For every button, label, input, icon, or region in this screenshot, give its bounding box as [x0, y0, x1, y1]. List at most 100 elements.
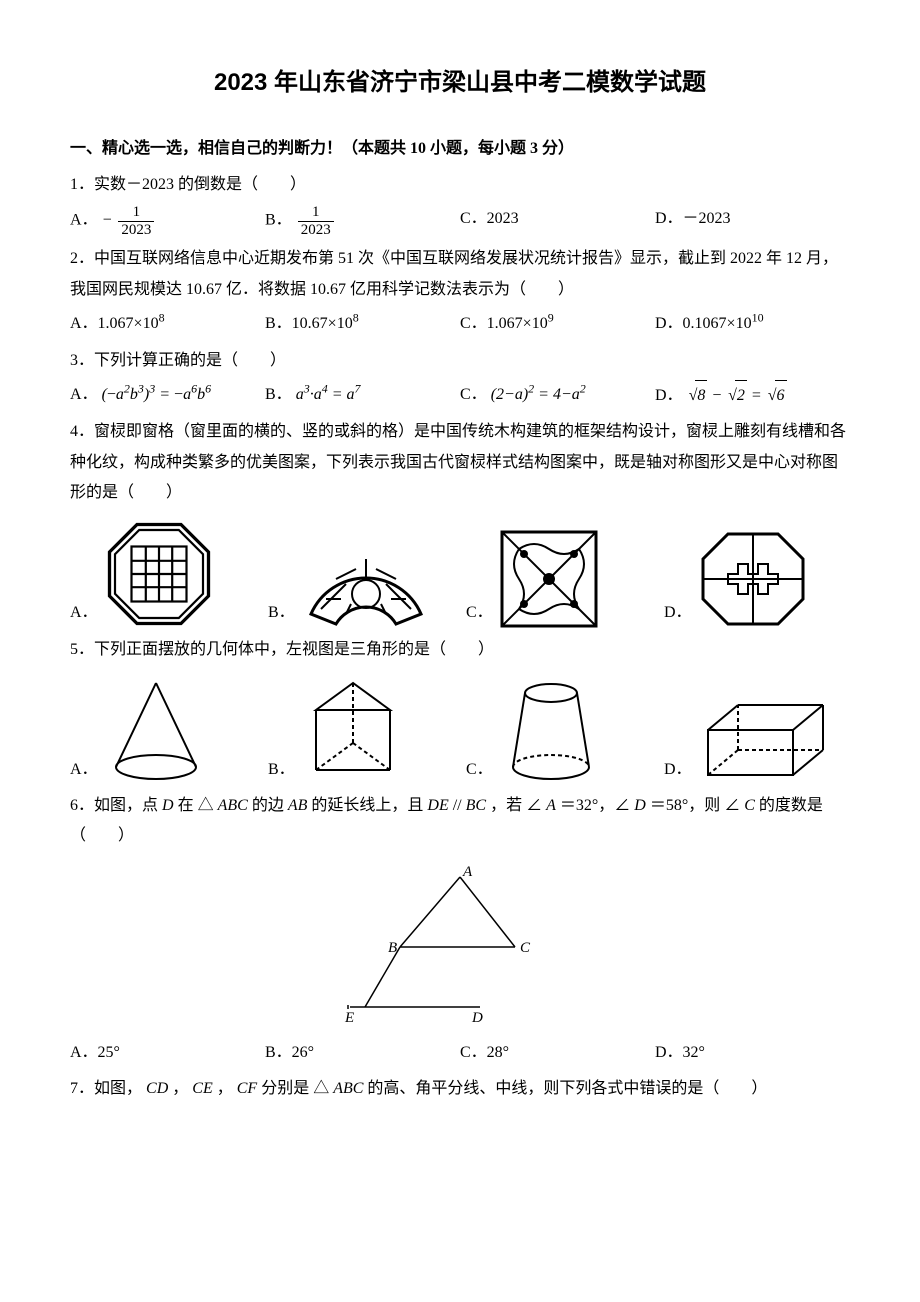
q3-b-math: a3·a4 = a7: [296, 386, 361, 403]
q7-t2: 的高、角平分线、中线，则下列各式中错误的是（ ）: [367, 1080, 767, 1097]
q4-images: A． B． C．: [70, 519, 850, 629]
q6-C: C: [744, 797, 755, 814]
q3-c-label: C．: [460, 386, 487, 403]
q2-stem: 2．中国互联网络信息中心近期发布第 51 次《中国互联网络发展状况统计报告》显示…: [70, 244, 850, 305]
q6-options: A．25° B．26° C．28° D．32°: [70, 1038, 850, 1068]
q1-options: A． − 1 2023 B． 1 2023 C．2023 D．－2023: [70, 204, 850, 238]
q2-opt-d: D．0.1067×1010: [655, 309, 850, 339]
q7-CD: CD: [146, 1080, 168, 1097]
q2-opt-a: A．1.067×108: [70, 309, 265, 339]
q3-d-label: D．: [655, 387, 683, 404]
q4-cell-c: C．: [466, 529, 652, 629]
page-title: 2023 年山东省济宁市梁山县中考二模数学试题: [70, 60, 850, 106]
q7-CE: CE: [192, 1080, 212, 1097]
q3-opt-b: B． a3·a4 = a7: [265, 380, 460, 411]
q6-ABC: ABC: [218, 797, 248, 814]
lattice-octagon-icon: [104, 519, 214, 629]
q6-opt-d: D．32°: [655, 1038, 850, 1068]
q2-a-exp: 8: [159, 311, 165, 325]
q2-c-exp: 9: [548, 311, 554, 325]
frustum-cylinder-icon: [499, 675, 604, 785]
q1-b-den: 2023: [298, 222, 334, 239]
q5-images: A． B． C． D．: [70, 675, 850, 785]
q2-c-text: C．1.067×10: [460, 315, 548, 332]
q2-opt-c: C．1.067×109: [460, 309, 655, 339]
q6-eq2: ＝58°，则 ∠: [650, 797, 740, 814]
triangular-prism-icon: [301, 675, 406, 785]
q5-cell-d: D．: [664, 695, 850, 785]
lattice-cross-octagon-icon: [698, 529, 808, 629]
q5-label-a: A．: [70, 755, 98, 785]
q5-cell-c: C．: [466, 675, 652, 785]
q1-b-label: B．: [265, 212, 292, 229]
q7-c1: ，: [172, 1080, 188, 1097]
q3-opt-a: A． (−a2b3)3 = −a6b6: [70, 380, 265, 411]
q4-label-d: D．: [664, 598, 692, 628]
q1-stem: 1．实数－2023 的倒数是（ ）: [70, 170, 850, 200]
q2-opt-b: B．10.67×108: [265, 309, 460, 339]
q6-t0: 6．如图，点: [70, 797, 162, 814]
q4-stem: 4．窗棂即窗格（窗里面的横的、竖的或斜的格）是中国传统木构建筑的框架结构设计，窗…: [70, 417, 850, 508]
q6-fig-A: A: [462, 864, 473, 880]
q6-par: //: [453, 797, 466, 814]
q1-b-num: 1: [298, 204, 334, 222]
q1-a-den: 2023: [118, 222, 154, 239]
q7-t0: 7．如图，: [70, 1080, 142, 1097]
q6-fig-C: C: [520, 940, 531, 956]
q1-opt-c: C．2023: [460, 204, 655, 238]
q5-cell-a: A．: [70, 675, 256, 785]
q5-label-d: D．: [664, 755, 692, 785]
q2-d-text: D．0.1067×10: [655, 315, 752, 332]
q4-label-a: A．: [70, 598, 98, 628]
q6-opt-c: C．28°: [460, 1038, 655, 1068]
q3-b-label: B．: [265, 386, 292, 403]
q6-D: D: [162, 797, 174, 814]
q3-opt-c: C． (2−a)2 = 4−a2: [460, 380, 655, 411]
q2-options: A．1.067×108 B．10.67×108 C．1.067×109 D．0.…: [70, 309, 850, 339]
q4-cell-d: D．: [664, 529, 850, 629]
q6-Dang: D: [634, 797, 646, 814]
q5-label-c: C．: [466, 755, 493, 785]
q7-t1: 分别是 △: [261, 1080, 329, 1097]
q3-stem: 3．下列计算正确的是（ ）: [70, 346, 850, 376]
q7-ABC: ABC: [333, 1080, 363, 1097]
cuboid-icon: [698, 695, 838, 785]
q6-t4: ，若 ∠: [490, 797, 542, 814]
q6-opt-b: B．26°: [265, 1038, 460, 1068]
q1-b-frac: 1 2023: [298, 204, 334, 238]
q6-fig-D: D: [471, 1010, 483, 1026]
q5-stem: 5．下列正面摆放的几何体中，左视图是三角形的是（ ）: [70, 635, 850, 665]
q6-fig-E: E: [344, 1010, 354, 1026]
q3-a-math: (−a2b3)3 = −a6b6: [102, 386, 212, 403]
q7-stem: 7．如图， CD ， CE ， CF 分别是 △ ABC 的高、角平分线、中线，…: [70, 1074, 850, 1104]
q4-label-b: B．: [268, 598, 295, 628]
q4-label-c: C．: [466, 598, 493, 628]
q3-options: A． (−a2b3)3 = −a6b6 B． a3·a4 = a7 C． (2−…: [70, 380, 850, 411]
q1-opt-d: D．－2023: [655, 204, 850, 238]
q4-cell-a: A．: [70, 519, 256, 629]
q2-b-exp: 8: [353, 311, 359, 325]
q6-opt-a: A．25°: [70, 1038, 265, 1068]
q1-a-label: A．: [70, 212, 98, 229]
q2-a-text: A．1.067×10: [70, 315, 159, 332]
q3-c-math: (2−a)2 = 4−a2: [491, 386, 586, 403]
section-1-header: 一、精心选一选，相信自己的判断力！（本题共 10 小题，每小题 3 分）: [70, 134, 850, 164]
q1-a-neg: −: [102, 212, 113, 229]
q6-BC: BC: [466, 797, 486, 814]
q3-opt-d: D． √8 − √2 = √6: [655, 380, 850, 411]
q6-fig-B: B: [388, 940, 397, 956]
q3-a-label: A．: [70, 386, 98, 403]
cone-icon: [104, 675, 209, 785]
q5-label-b: B．: [268, 755, 295, 785]
q6-DE: DE: [427, 797, 448, 814]
lattice-fan-icon: [301, 544, 431, 629]
q1-a-frac: 1 2023: [118, 204, 154, 238]
q6-AB: AB: [288, 797, 308, 814]
q2-b-text: B．10.67×10: [265, 315, 353, 332]
q1-a-num: 1: [118, 204, 154, 222]
q7-c2: ，: [217, 1080, 233, 1097]
q6-t1: 在 △: [178, 797, 214, 814]
q5-cell-b: B．: [268, 675, 454, 785]
q4-cell-b: B．: [268, 544, 454, 629]
q6-stem: 6．如图，点 D 在 △ ABC 的边 AB 的延长线上，且 DE // BC …: [70, 791, 850, 852]
